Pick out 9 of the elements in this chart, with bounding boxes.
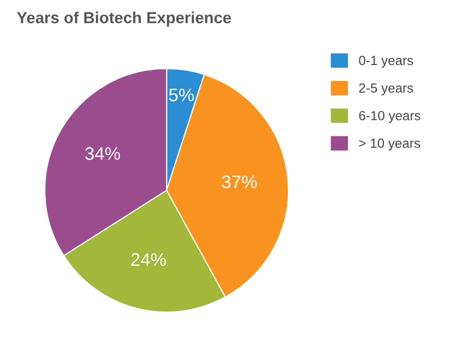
legend-label: 0-1 years [359,56,414,68]
data-label: 5% [169,88,194,102]
data-label: 24% [131,253,166,266]
legend-label: 6-10 years [359,110,420,123]
legend-label: > 10 years [359,138,420,150]
chart-title: Years of Biotech Experience [16,12,231,26]
data-label: 37% [222,175,257,188]
legend-label: 2-5 years [359,83,414,96]
data-label: 34% [85,147,120,160]
